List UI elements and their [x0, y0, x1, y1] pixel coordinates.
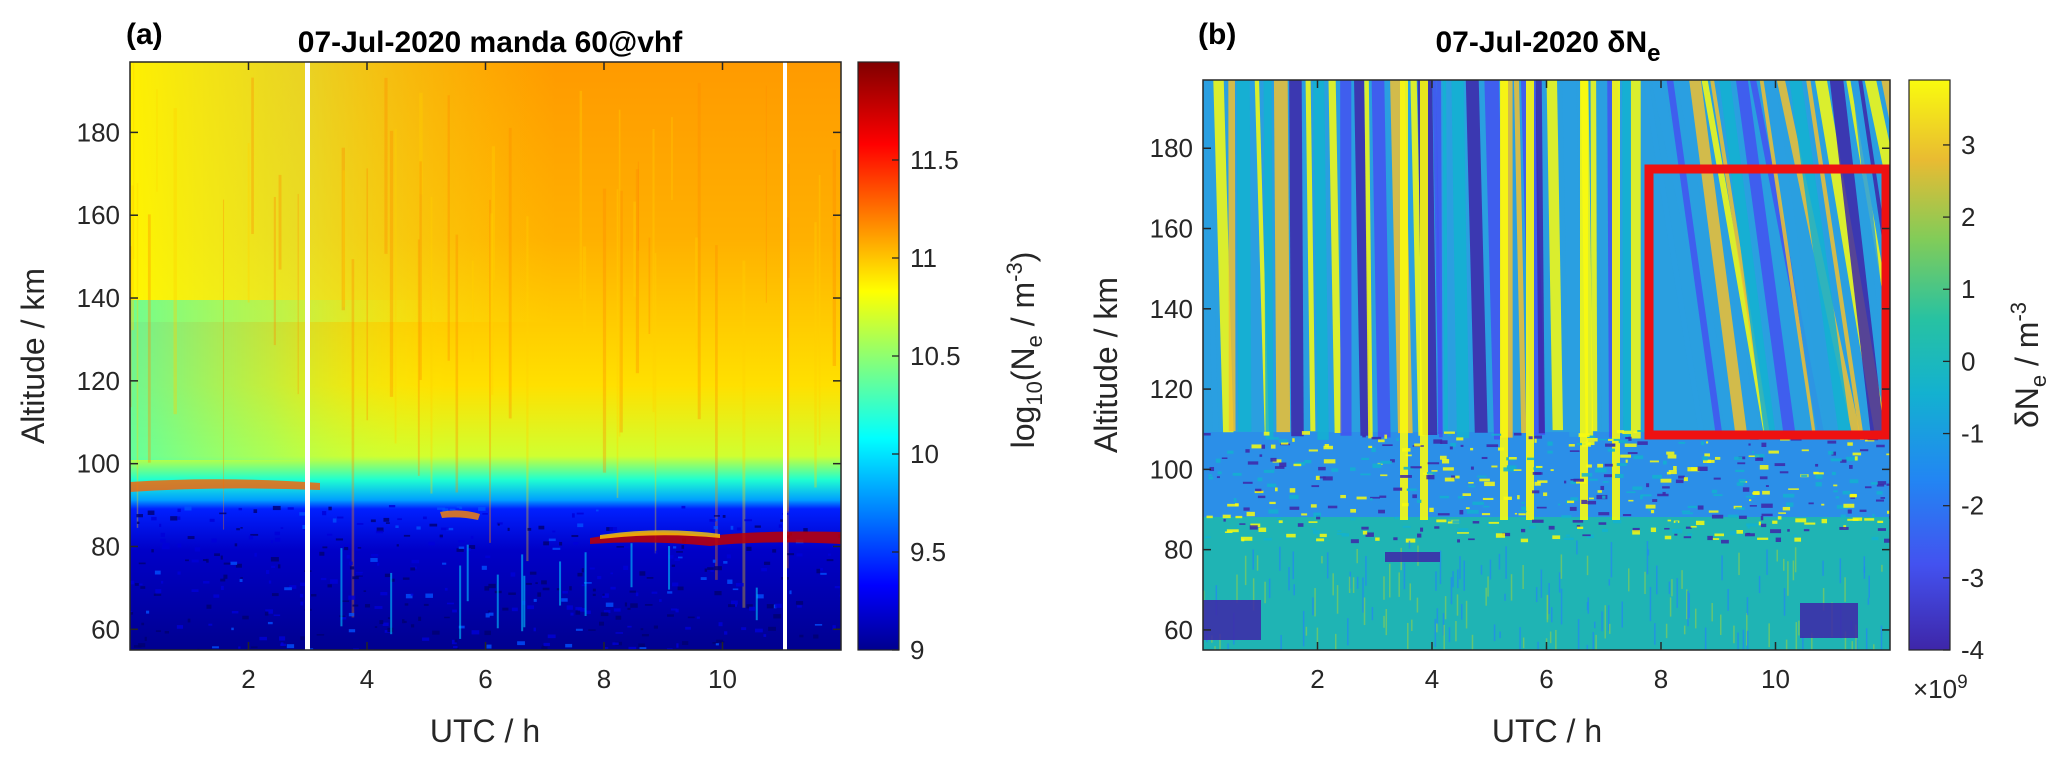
panel-b-label: (b)	[1198, 18, 1236, 51]
x-tick-label: 8	[597, 664, 611, 694]
colorbar-tick-label: 3	[1961, 130, 1975, 160]
panel-b-y-ticks: 60 80 100 120 140 160 180	[1150, 133, 1890, 645]
x-tick-label: 6	[478, 664, 492, 694]
panel-b-colorbar-ticks: -4 -3 -2 -1 0 1 2 3	[1943, 130, 1984, 665]
x-tick-label: 8	[1654, 664, 1668, 694]
panel-a: (a) 07-Jul-2020 manda 60@vhf 2 4 6 8 10 60 80…	[15, 18, 1047, 749]
panel-b-colorbar	[1908, 79, 1951, 651]
colorbar-tick-label: 1	[1961, 274, 1975, 304]
colorbar-tick-label: 10	[910, 439, 939, 469]
y-tick-label: 140	[1150, 294, 1193, 324]
panel-a-y-label: Altitude / km	[15, 268, 51, 444]
colorbar-tick-label: 11.5	[910, 145, 959, 175]
x-tick-label: 2	[1310, 664, 1324, 694]
y-tick-label: 60	[91, 614, 120, 644]
panel-a-label: (a)	[126, 18, 163, 51]
panel-a-y-ticks: 60 80 100 120 140 160 180	[77, 117, 841, 644]
y-tick-label: 160	[77, 200, 120, 230]
x-tick-label: 2	[241, 664, 255, 694]
colorbar-tick-label: 10.5	[910, 341, 961, 371]
panel-a-colorbar-ticks: 9 9.5 10 10.5 11 11.5	[892, 145, 961, 665]
y-tick-label: 180	[77, 117, 120, 147]
y-tick-label: 100	[77, 449, 120, 479]
panel-a-heatmap	[130, 62, 841, 650]
panel-b-y-label: Altitude / km	[1088, 277, 1124, 453]
x-tick-label: 10	[1761, 664, 1790, 694]
panel-b-colorbar-label: δNe / m-3	[2006, 302, 2051, 428]
colorbar-tick-label: 2	[1961, 202, 1975, 232]
y-tick-label: 120	[1150, 374, 1193, 404]
x-tick-label: 4	[360, 664, 374, 694]
colorbar-tick-label: -3	[1961, 563, 1984, 593]
y-tick-label: 180	[1150, 133, 1193, 163]
colorbar-tick-label: -2	[1961, 491, 1984, 521]
y-tick-label: 100	[1150, 454, 1193, 484]
x-tick-label: 4	[1425, 664, 1439, 694]
panel-b-x-label: UTC / h	[1492, 713, 1602, 749]
panel-a-x-label: UTC / h	[430, 713, 540, 749]
x-tick-label: 6	[1539, 664, 1553, 694]
panel-b-colorbar-multiplier: ×109	[1913, 672, 1968, 704]
panel-a-title: 07-Jul-2020 manda 60@vhf	[298, 26, 683, 59]
colorbar-tick-label: 11	[910, 243, 937, 273]
colorbar-tick-label: 9	[910, 635, 924, 665]
colorbar-tick-label: -4	[1961, 635, 1984, 665]
panel-b: (b) 07-Jul-2020 δNe 2 4 6 8 10 6080100120140…	[1088, 18, 2051, 749]
panel-a-colorbar-label: log10(Ne / m-3)	[1002, 252, 1047, 449]
y-tick-label: 80	[91, 531, 120, 561]
colorbar-tick-label: 0	[1961, 346, 1975, 376]
highlight-box	[1644, 164, 1891, 440]
y-tick-label: 120	[77, 366, 120, 396]
y-tick-label: 60	[1164, 615, 1193, 645]
x-tick-label: 10	[708, 664, 737, 694]
colorbar-tick-label: 9.5	[910, 537, 946, 567]
panel-b-x-ticks: 2 4 6 8 10	[1310, 80, 1790, 694]
colorbar-tick-label: -1	[1961, 419, 1984, 449]
panel-b-title: 07-Jul-2020 δNe	[1436, 26, 1661, 67]
y-tick-label: 140	[77, 283, 120, 313]
y-tick-label: 160	[1150, 214, 1193, 244]
panel-a-x-ticks: 2 4 6 8 10	[241, 62, 737, 694]
y-tick-label: 80	[1164, 535, 1193, 565]
